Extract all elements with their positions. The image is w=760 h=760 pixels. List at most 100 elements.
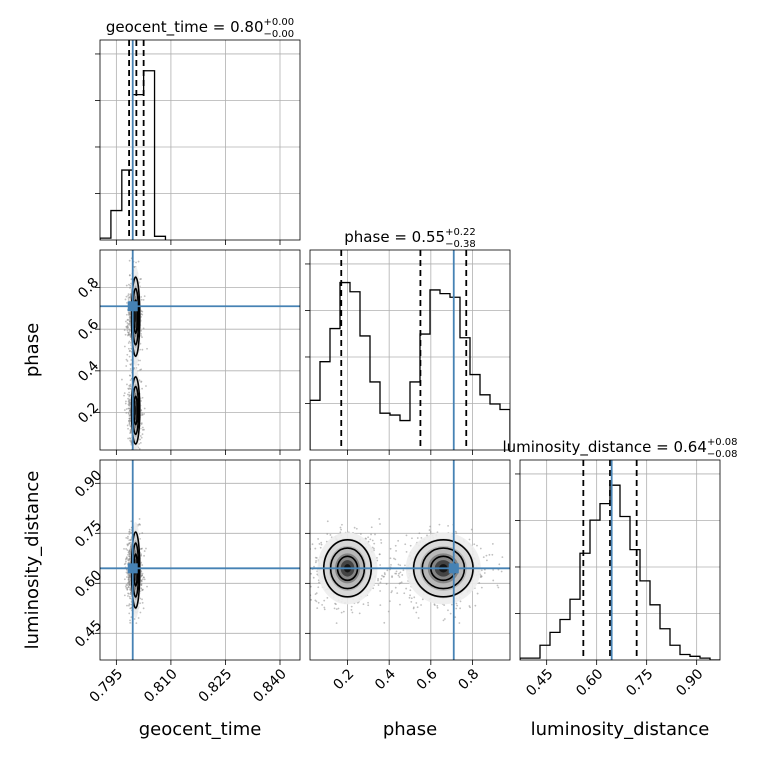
sample-point <box>141 387 143 390</box>
sample-point <box>125 411 128 414</box>
sample-point <box>124 320 127 323</box>
sample-point <box>315 600 318 603</box>
title-lower-error: −0.00 <box>264 29 295 40</box>
sample-point <box>442 619 445 622</box>
sample-point <box>129 363 132 366</box>
sample-point <box>447 609 449 612</box>
sample-point <box>127 407 130 410</box>
sample-point <box>126 319 129 321</box>
sample-point <box>146 347 148 350</box>
sample-point <box>126 301 128 304</box>
sample-point <box>377 584 380 586</box>
sample-point <box>380 578 383 580</box>
sample-point <box>125 284 128 287</box>
sample-point <box>139 438 141 441</box>
sample-point <box>340 528 342 531</box>
sample-point <box>128 402 130 404</box>
sample-point <box>128 452 130 454</box>
sample-point <box>318 581 320 584</box>
sample-point <box>418 532 421 535</box>
sample-point <box>141 336 143 339</box>
sample-point <box>374 533 376 536</box>
sample-point <box>399 564 402 567</box>
x-tick-label: 0.840 <box>250 666 290 706</box>
sample-point <box>126 569 128 571</box>
sample-point <box>127 403 130 406</box>
sample-point <box>394 586 397 589</box>
y-tick-label: 0.2 <box>75 400 102 427</box>
sample-point <box>456 604 459 607</box>
sample-point <box>491 553 494 556</box>
histogram-step <box>310 281 510 450</box>
sample-point <box>133 454 135 456</box>
sample-point <box>126 587 129 589</box>
sample-point <box>128 395 131 398</box>
sample-point <box>315 592 318 595</box>
sample-point <box>315 559 318 562</box>
sample-point <box>387 610 390 613</box>
x-tick-label: 0.75 <box>623 666 656 699</box>
sample-point <box>125 313 128 316</box>
sample-point <box>501 556 504 559</box>
sample-point <box>394 544 397 547</box>
sample-point <box>128 533 131 535</box>
sample-point <box>128 398 131 401</box>
sample-point <box>125 358 128 361</box>
sample-point <box>454 616 457 619</box>
sample-point <box>428 529 431 531</box>
title-lower-error: −0.08 <box>707 449 738 460</box>
sample-point <box>128 259 131 262</box>
sample-point <box>420 536 423 539</box>
sample-point <box>129 597 131 600</box>
sample-point <box>127 333 130 336</box>
sample-point <box>329 534 332 536</box>
sample-point <box>125 560 127 563</box>
sample-point <box>394 558 397 561</box>
sample-point <box>126 604 128 607</box>
sample-point <box>385 583 388 585</box>
sample-point <box>359 533 362 535</box>
sample-point <box>128 283 130 286</box>
sample-point <box>455 602 458 605</box>
sample-point <box>140 553 142 555</box>
sample-point <box>386 569 389 572</box>
sample-point <box>127 558 130 561</box>
x-axis-label-luminosity_distance: luminosity_distance <box>531 719 710 740</box>
sample-point <box>339 531 342 534</box>
sample-point <box>400 581 403 584</box>
sample-point <box>376 556 378 559</box>
sample-point <box>310 572 313 575</box>
sample-point <box>140 313 143 315</box>
panel-title: geocent_time = 0.80+0.00 −0.00 <box>106 17 294 40</box>
sample-point <box>356 601 359 604</box>
density-level <box>135 310 137 323</box>
sample-point <box>458 622 461 624</box>
sample-point <box>129 439 132 442</box>
sample-point <box>405 534 408 537</box>
sample-point <box>450 603 453 606</box>
sample-point <box>130 532 133 535</box>
sample-point <box>141 348 144 351</box>
sample-point <box>128 528 131 531</box>
sample-point <box>128 417 131 420</box>
sample-point <box>488 553 491 556</box>
sample-point <box>123 345 126 348</box>
title-upper-error: +0.08 <box>707 437 738 448</box>
sample-point <box>127 535 129 538</box>
sample-point <box>317 586 320 589</box>
sample-point <box>319 546 322 549</box>
scatter-panel-geocent_time-vs-phase <box>95 249 301 456</box>
sample-point <box>138 447 141 450</box>
sample-point <box>141 572 144 575</box>
sample-point <box>126 537 129 540</box>
y-tick-label: 0.6 <box>75 316 102 343</box>
sample-point <box>126 353 129 356</box>
sample-point <box>130 616 133 619</box>
sample-point <box>127 551 130 554</box>
sample-point <box>128 603 131 606</box>
sample-point <box>459 607 462 610</box>
sample-point <box>128 355 131 358</box>
sample-point <box>377 578 379 580</box>
panel-title: luminosity_distance = 0.64+0.08 −0.08 <box>502 437 737 460</box>
